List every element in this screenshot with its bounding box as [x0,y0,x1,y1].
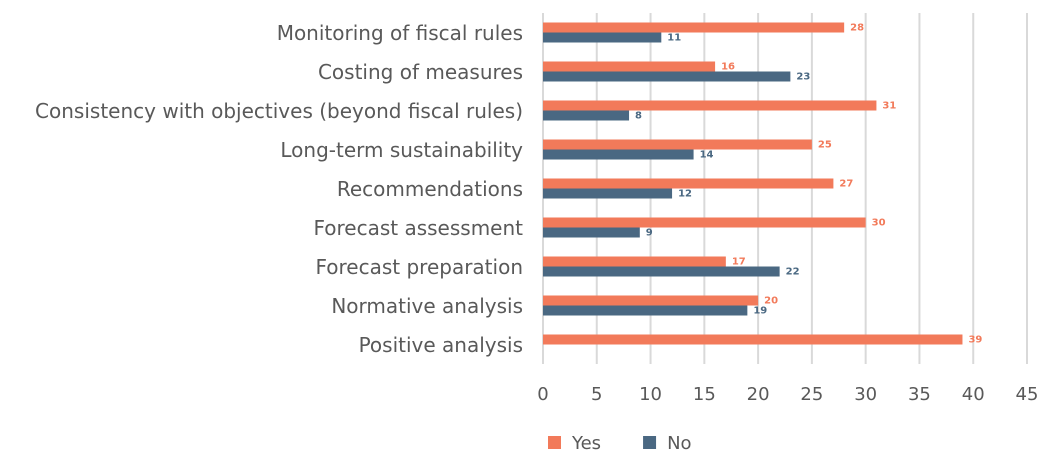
y-tick-label: Consistency with objectives (beyond fisc… [35,99,523,123]
x-tick-label: 40 [962,384,985,405]
bar [543,188,673,199]
y-tick-label: Forecast assessment [313,216,523,240]
value-label: 20 [764,296,778,307]
bar [543,22,845,33]
x-tick-label: 10 [639,384,662,405]
y-tick-label: Recommendations [337,177,523,201]
bar [543,334,963,345]
x-tick-label: 25 [800,384,823,405]
value-label: 19 [753,306,767,317]
x-tick-label: 5 [591,384,602,405]
bar [543,178,834,189]
value-label: 17 [732,257,746,268]
y-tick-label: Positive analysis [359,333,523,357]
value-label: 30 [872,218,886,229]
value-label: 27 [839,179,853,190]
x-tick-label: 20 [747,384,770,405]
x-tick-label: 15 [693,384,716,405]
bar [543,305,748,316]
y-tick-label: Long-term sustainability [280,138,523,162]
legend-label: No [667,433,691,454]
bar [543,61,716,72]
value-label: 39 [968,335,982,346]
x-tick-label: 35 [908,384,931,405]
x-tick-label: 30 [854,384,877,405]
y-tick-label: Forecast preparation [315,255,523,279]
y-tick-label: Normative analysis [331,294,523,318]
bar [543,71,791,82]
bar [543,32,662,43]
bar [543,266,780,277]
bar [543,100,877,111]
bar [543,110,630,121]
y-tick-label: Monitoring of fiscal rules [277,21,523,45]
legend-swatch [643,436,657,449]
legend-swatch [548,436,561,449]
x-tick-label: 45 [1016,384,1039,405]
bar [543,149,694,160]
value-label: 9 [646,228,653,239]
value-label: 23 [796,72,810,83]
value-label: 31 [882,101,896,112]
bar [543,256,726,267]
legend-label: Yes [571,433,601,454]
bar [543,139,812,150]
value-label: 25 [818,140,832,151]
value-label: 28 [850,23,864,34]
bar [543,227,640,238]
value-label: 8 [635,111,642,122]
value-label: 22 [786,267,800,278]
value-label: 12 [678,189,692,200]
y-tick-label: Costing of measures [318,60,523,84]
x-tick-label: 0 [537,384,548,405]
bar [543,295,759,306]
bar [543,217,866,228]
value-label: 14 [700,150,714,161]
value-label: 16 [721,62,735,73]
value-label: 11 [667,33,681,44]
